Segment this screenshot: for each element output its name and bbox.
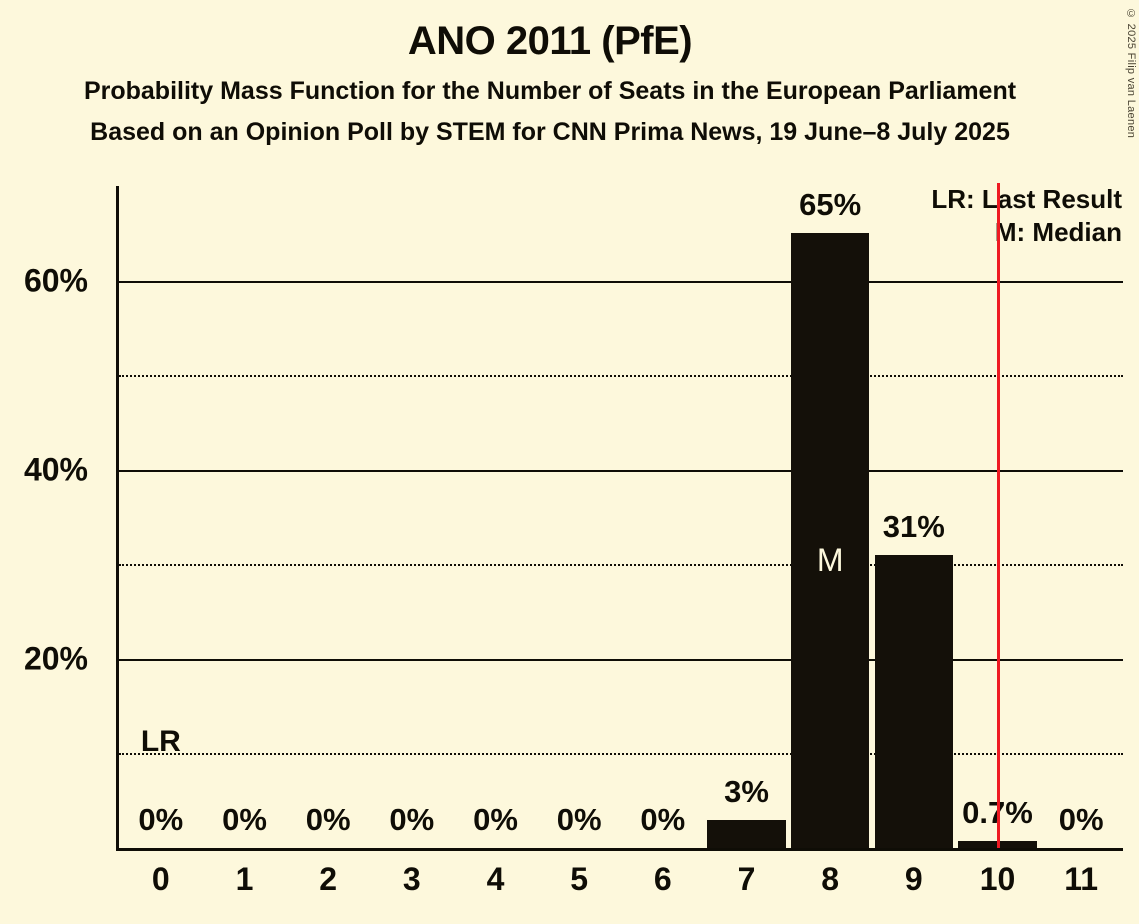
y-axis-tick-label: 60% <box>23 262 88 299</box>
y-axis-tick-label: 40% <box>23 451 88 488</box>
bar-value-label: 0% <box>640 802 686 837</box>
copyright-notice: © 2025 Filip van Laenen <box>1125 8 1137 139</box>
bar-value-label: 0% <box>305 802 351 837</box>
x-axis <box>116 848 1123 851</box>
gridline-major <box>119 469 1123 472</box>
gridline-major <box>119 280 1123 283</box>
chart-source-line: Based on an Opinion Poll by STEM for CNN… <box>90 118 1010 146</box>
title-block: ANO 2011 (PfE) Probability Mass Function… <box>0 0 1100 147</box>
bar-value-label: 0% <box>389 802 435 837</box>
x-axis-tick-label: 10 <box>979 861 1016 897</box>
bar <box>874 554 954 848</box>
y-axis <box>116 186 119 849</box>
legend-item-median: M: Median <box>994 217 1122 248</box>
page-title: ANO 2011 (PfE) <box>407 19 693 63</box>
gridline-minor <box>119 375 1123 378</box>
y-axis-tick-label: 20% <box>23 640 88 677</box>
x-axis-tick-label: 3 <box>402 861 421 897</box>
last-result-line <box>996 183 1000 848</box>
x-axis-tick-label: 6 <box>653 861 672 897</box>
x-axis-tick-label: 0 <box>151 861 170 897</box>
x-axis-tick-label: 7 <box>737 861 756 897</box>
chart-subtitle: Probability Mass Function for the Number… <box>83 77 1017 105</box>
last-result-marker: LR <box>140 725 181 759</box>
bar-value-label: 0% <box>473 802 518 837</box>
bar-value-label: 3% <box>724 773 769 809</box>
bar <box>790 233 870 848</box>
gridline-major <box>119 658 1123 661</box>
x-axis-tick-label: 5 <box>570 861 589 897</box>
bar-value-label: 0% <box>556 802 602 837</box>
gridline-minor <box>119 753 1123 756</box>
bar-value-label: 0% <box>1058 802 1104 837</box>
bar-value-label: 0% <box>222 802 267 837</box>
bar-value-label: 65% <box>799 187 862 223</box>
x-axis-tick-label: 9 <box>904 861 923 897</box>
x-axis-tick-label: 2 <box>319 861 338 897</box>
x-axis-tick-label: 1 <box>235 861 254 897</box>
median-marker: M <box>816 542 844 579</box>
x-axis-tick-label: 8 <box>821 861 840 897</box>
bar-value-label: 31% <box>882 508 945 544</box>
plot-area: 20% 40% 60% 0% 0% 0% 0% 0% 0% 0% 3% 65% 31% 0.7% 0% M LR <box>24 186 1123 851</box>
chart-legend: LR: Last Result M: Median <box>931 183 1122 250</box>
x-axis-tick-label: 4 <box>486 861 505 897</box>
legend-item-last-result: LR: Last Result <box>931 184 1122 214</box>
bar-value-label: 0% <box>138 802 184 837</box>
gridline-minor <box>119 564 1123 567</box>
bar <box>707 819 786 848</box>
x-axis-tick-label: 11 <box>1064 861 1099 897</box>
